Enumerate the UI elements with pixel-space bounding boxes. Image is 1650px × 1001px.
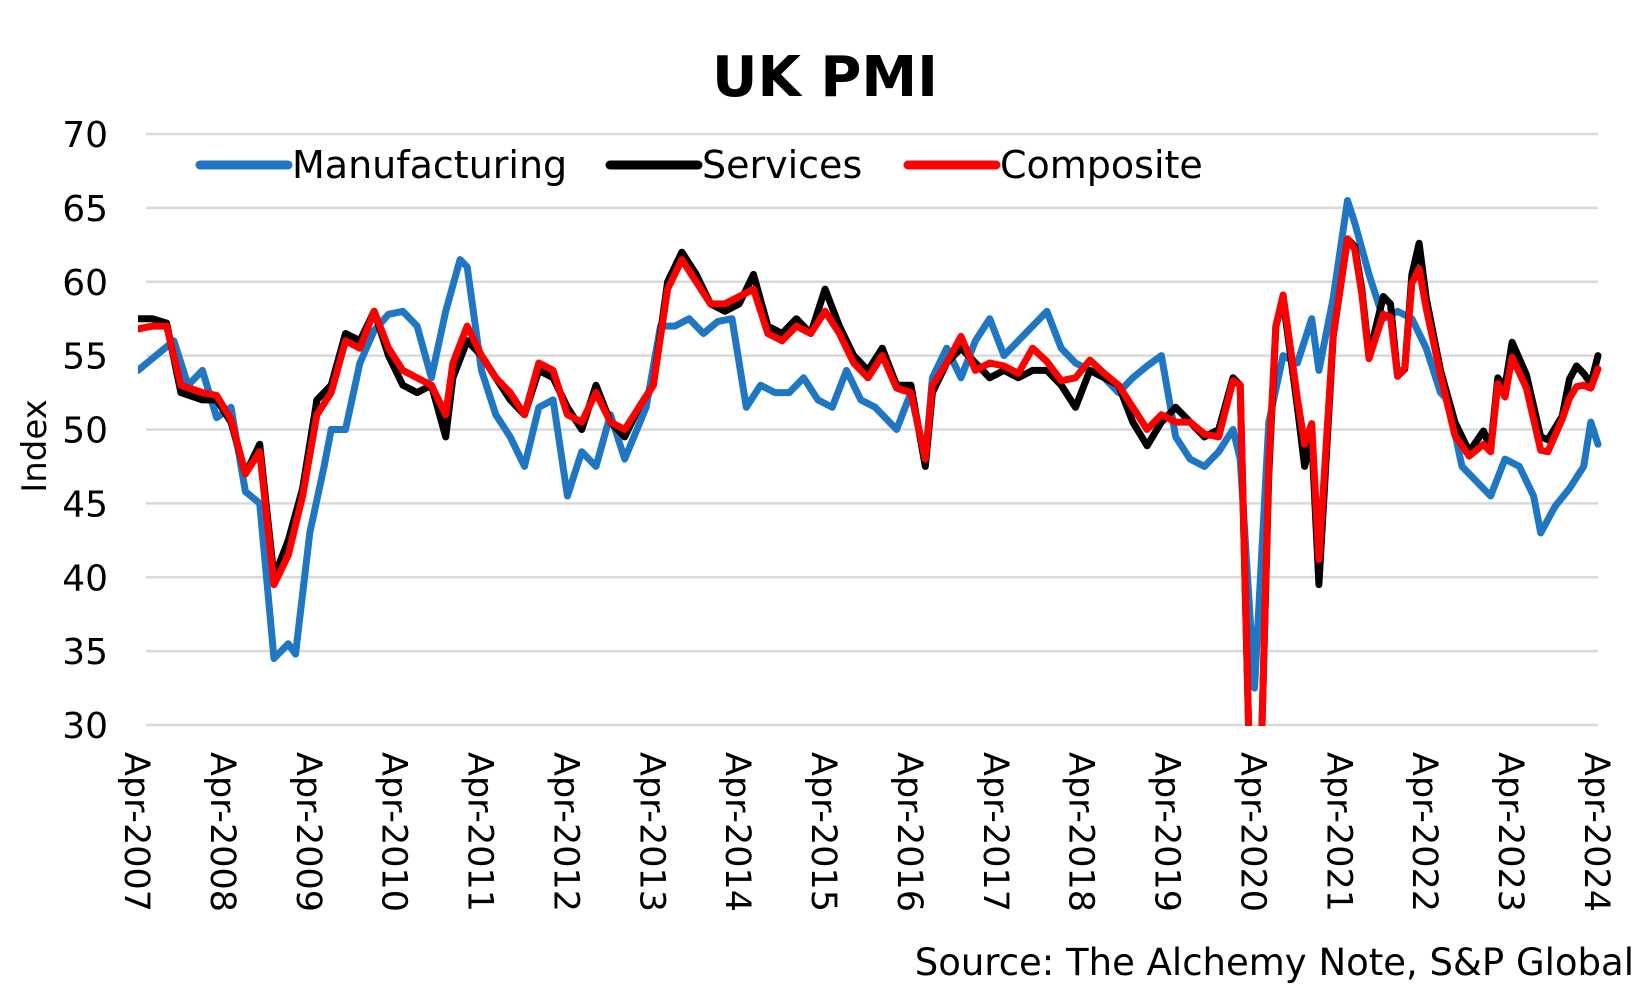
x-tick-label: Apr-2013 <box>631 752 671 912</box>
x-tick-label: Apr-2017 <box>975 752 1015 912</box>
y-tick-label: 60 <box>62 263 108 304</box>
series-lines <box>138 197 1602 726</box>
x-tick-label: Apr-2015 <box>803 752 843 912</box>
legend: Manufacturing Services Composite <box>195 143 1203 187</box>
chart-title: UK PMI <box>712 45 938 110</box>
y-axis-label: Index <box>15 399 55 493</box>
x-tick-label: Apr-2018 <box>1061 752 1101 912</box>
gridlines <box>146 132 1598 727</box>
y-tick-label: 70 <box>62 115 108 156</box>
x-axis-ticks: Apr-2007 Apr-2008 Apr-2009 Apr-2010 Apr-2011… <box>116 752 1616 912</box>
legend-label-composite: Composite <box>1000 143 1203 187</box>
source-note: Source: The Alchemy Note, S&P Global <box>915 941 1634 984</box>
y-tick-label: 35 <box>62 632 108 673</box>
y-tick-label: 55 <box>62 337 108 378</box>
x-tick-label: Apr-2012 <box>545 752 585 912</box>
x-tick-label: Apr-2016 <box>889 752 929 912</box>
x-tick-label: Apr-2021 <box>1318 752 1358 912</box>
y-tick-label: 30 <box>62 706 108 747</box>
series-line-manufacturing <box>138 197 1602 692</box>
y-tick-label: 40 <box>62 558 108 599</box>
x-tick-label: Apr-2019 <box>1147 752 1187 912</box>
y-axis-ticks: 70 65 60 55 50 45 40 35 30 <box>62 115 108 747</box>
y-tick-label: 50 <box>62 411 108 452</box>
x-tick-label: Apr-2009 <box>288 752 328 912</box>
x-tick-label: Apr-2014 <box>717 752 757 912</box>
x-tick-label: Apr-2010 <box>374 752 414 912</box>
x-tick-label: Apr-2007 <box>116 752 156 912</box>
x-tick-label: Apr-2022 <box>1404 752 1444 912</box>
x-tick-label: Apr-2024 <box>1576 752 1616 912</box>
x-tick-label: Apr-2023 <box>1490 752 1530 912</box>
series-line-composite <box>138 235 1602 726</box>
y-tick-label: 45 <box>62 484 108 525</box>
legend-label-services: Services <box>702 143 862 187</box>
y-tick-label: 65 <box>62 189 108 230</box>
x-tick-label: Apr-2020 <box>1232 752 1272 912</box>
legend-label-manufacturing: Manufacturing <box>292 143 567 187</box>
x-tick-label: Apr-2008 <box>202 752 242 912</box>
x-tick-label: Apr-2011 <box>460 752 500 912</box>
